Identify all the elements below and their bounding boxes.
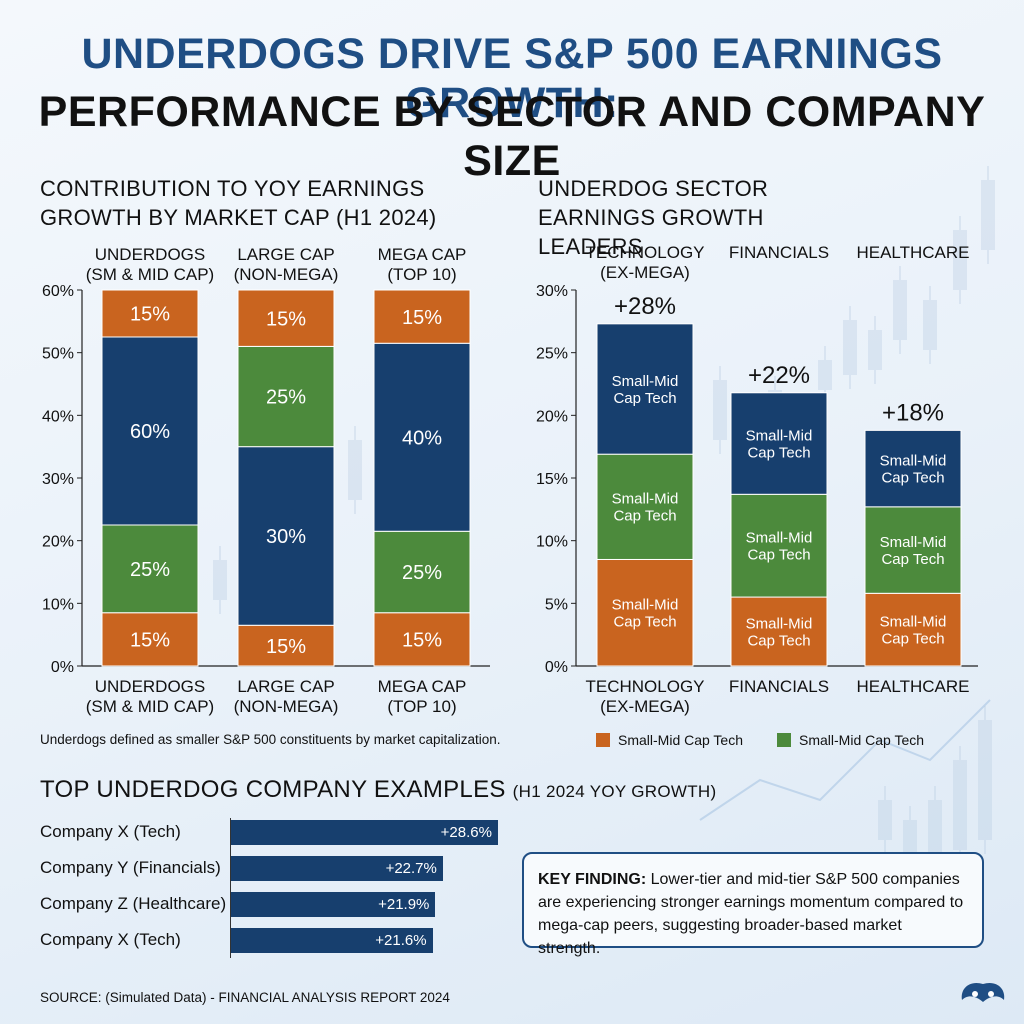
company-bar: +28.6% (231, 820, 498, 845)
company-bar-axis (230, 818, 231, 958)
candle-body (981, 180, 995, 250)
brand-logo (961, 982, 1005, 1002)
company-bar-value: +21.9% (378, 896, 430, 913)
company-examples-subtitle: (H1 2024 YOY GROWTH) (512, 782, 717, 801)
key-finding-box: KEY FINDING: Lower-tier and mid-tier S&P… (522, 852, 984, 957)
legend-label-1: Small-Mid Cap Tech (618, 732, 744, 748)
candle-body (893, 280, 907, 340)
candle-body (843, 320, 857, 375)
legend-swatch-orange (596, 733, 610, 747)
candle-body (953, 760, 967, 850)
company-bar-chart: Company X (Tech) +28.6% Company Y (Financi… (40, 818, 510, 962)
company-bar: +21.6% (231, 928, 433, 953)
candle-body (953, 230, 967, 290)
company-label: Company X (Tech) (40, 822, 181, 841)
company-examples-title: TOP UNDERDOG COMPANY EXAMPLES (40, 776, 506, 803)
candle-body (713, 380, 727, 440)
legend-swatch-green (777, 733, 792, 747)
company-row: Company X (Tech) +28.6% (40, 818, 510, 854)
footnote: Underdogs defined as smaller S&P 500 con… (40, 732, 501, 747)
company-bar-value: +22.7% (385, 860, 437, 877)
background-trend-line (699, 699, 991, 821)
left-chart-heading: CONTRIBUTION TO YOY EARNINGS GROWTH BY M… (40, 176, 437, 230)
company-label: Company X (Tech) (40, 930, 181, 949)
company-bar: +21.9% (231, 892, 436, 917)
candle-body (743, 420, 757, 460)
candle-body (878, 800, 892, 840)
candle-body (923, 300, 937, 350)
source-note: SOURCE: (Simulated Data) - FINANCIAL ANA… (40, 990, 450, 1005)
company-row: Company Y (Financials) +22.7% (40, 854, 510, 890)
company-label: Company Y (Financials) (40, 858, 221, 877)
company-row: Company X (Tech) +21.6% (40, 926, 510, 962)
company-row: Company Z (Healthcare) +21.9% (40, 890, 510, 926)
candle-body (793, 410, 807, 450)
candle-body (768, 390, 782, 440)
legend: Small-Mid Cap Tech Small-Mid Cap Tech (596, 732, 924, 748)
company-examples-heading: TOP UNDERDOG COMPANY EXAMPLES (H1 2024 Y… (40, 776, 716, 804)
right-chart-heading: UNDERDOG SECTOR EARNINGS GROWTH LEADERS (538, 176, 769, 259)
company-label: Company Z (Healthcare) (40, 894, 227, 913)
company-bar: +22.7% (231, 856, 443, 881)
key-finding-text: Lower-tier and mid-tier S&P 500 companie… (538, 871, 964, 957)
title-line-2: PERFORMANCE BY SECTOR AND COMPANY SIZE (38, 88, 986, 185)
candle-body (818, 360, 832, 390)
key-finding-label: KEY FINDING: (538, 871, 647, 888)
candle-body (213, 560, 227, 600)
title-line-1: UNDERDOGS DRIVE S&P 500 EARNINGS GROWTH: (81, 30, 943, 127)
legend-label-2: Small-Mid Cap Tech (799, 732, 925, 748)
candle-body (868, 330, 882, 370)
candle-body (348, 440, 362, 500)
candle-body (978, 720, 992, 840)
company-bar-value: +28.6% (440, 824, 492, 841)
company-bar-value: +21.6% (375, 932, 427, 949)
